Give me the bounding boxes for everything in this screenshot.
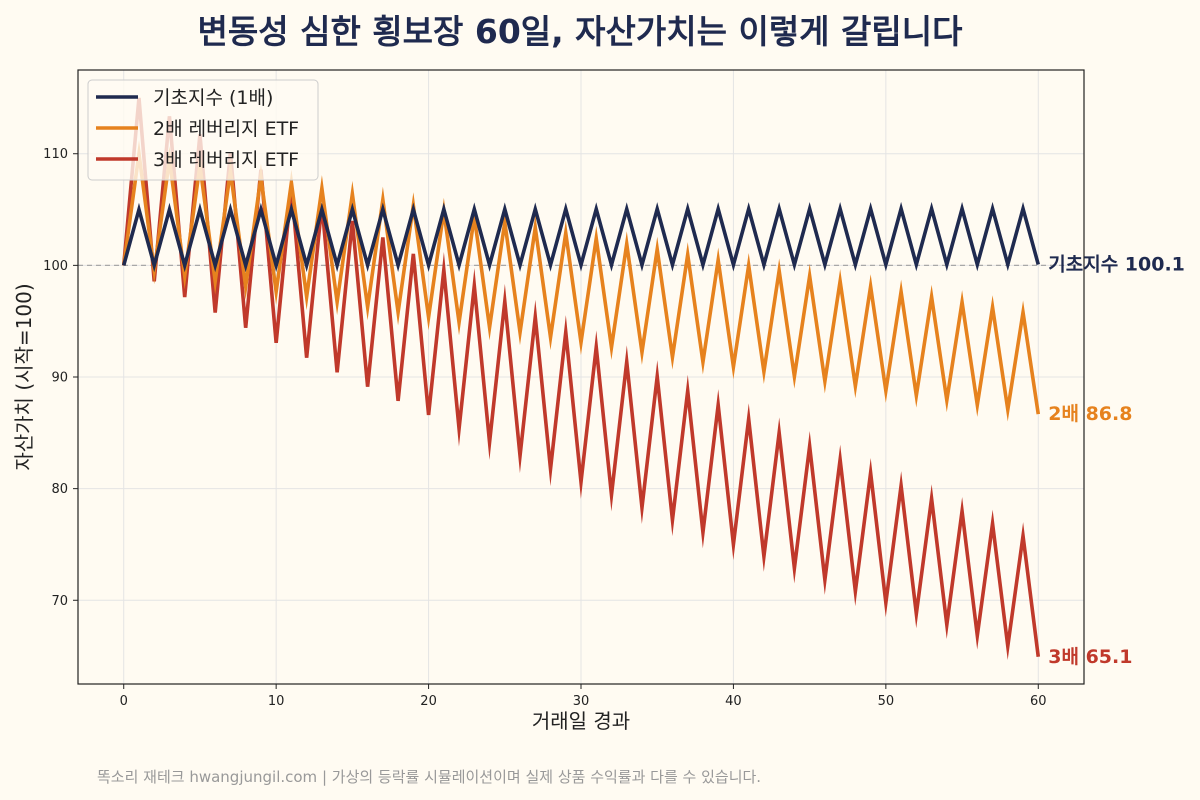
y-axis-label: 자산가치 (시작=100)	[12, 283, 36, 470]
series-lines	[121, 97, 1041, 660]
x-tick-label: 40	[725, 694, 742, 709]
footer-note: 똑소리 재테크 hwangjungil.com | 가상의 등락률 시뮬레이션이…	[97, 768, 761, 786]
y-tick-label: 110	[43, 147, 68, 162]
legend: 기초지수 (1배) 2배 레버리지 ETF 3배 레버리지 ETF	[87, 79, 319, 181]
x-tick-label: 60	[1030, 694, 1047, 709]
legend-label-2x: 2배 레버리지 ETF	[153, 118, 299, 140]
x-tick-label: 0	[120, 694, 128, 709]
axis-ticks: 0 10 20 30 40 50 60 70 80 90 100 110	[43, 147, 1046, 709]
x-tick-label: 20	[420, 694, 437, 709]
y-tick-label: 90	[51, 371, 68, 386]
series-line-2x	[121, 140, 1041, 422]
chart-title: 변동성 심한 횡보장 60일, 자산가치는 이렇게 갈립니다	[198, 12, 964, 51]
end-label-3x: 3배 65.1	[1048, 646, 1132, 668]
end-labels: 기초지수 100.1 2배 86.8 3배 65.1	[1048, 253, 1185, 667]
y-tick-label: 100	[43, 259, 68, 274]
x-tick-label: 50	[878, 694, 895, 709]
x-tick-label: 10	[268, 694, 285, 709]
y-tick-label: 80	[51, 482, 68, 497]
end-label-2x: 2배 86.8	[1048, 403, 1132, 425]
end-label-1x: 기초지수 100.1	[1048, 253, 1185, 275]
y-tick-label: 70	[51, 594, 68, 609]
series-line-1x	[121, 201, 1041, 273]
x-tick-label: 30	[573, 694, 590, 709]
legend-label-3x: 3배 레버리지 ETF	[153, 149, 299, 171]
x-axis-label: 거래일 경과	[532, 709, 630, 733]
series-line-3x	[121, 97, 1041, 660]
legend-label-1x: 기초지수 (1배)	[153, 87, 273, 109]
legend-box	[87, 79, 319, 181]
